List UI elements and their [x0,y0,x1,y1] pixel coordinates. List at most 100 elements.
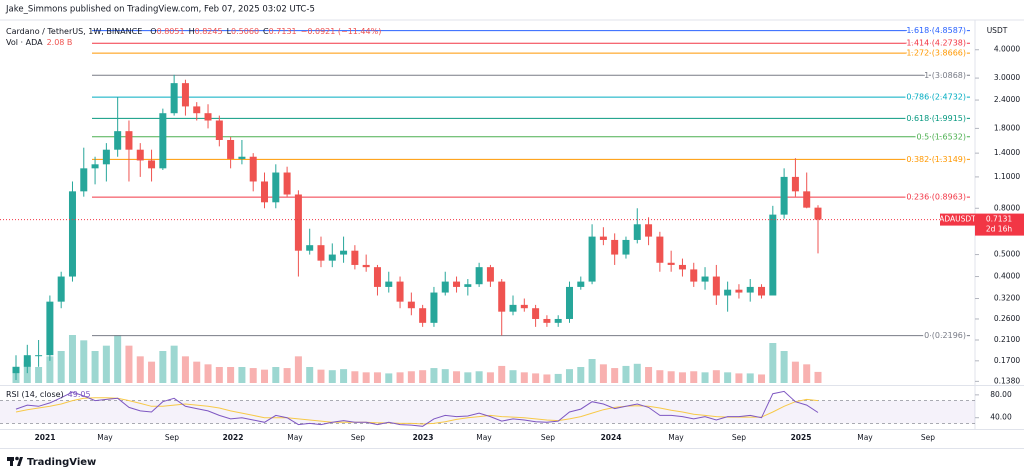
candle [464,279,472,296]
candle [396,276,404,309]
volume-bar [769,343,777,383]
volume-bar [486,372,494,383]
y-tick-label: 1.8000 [994,123,1020,132]
symbol-name: Cardano / TetherUS, 1W, BINANCE [6,27,142,36]
volume-bar [249,368,257,383]
candle [622,236,630,259]
x-tick-label: Sep [351,433,365,442]
candle-body [249,156,257,182]
candle [407,292,415,316]
candle [746,279,754,302]
x-tick-label: 2022 [223,433,244,442]
volume-bar [712,370,720,383]
candle [57,271,65,309]
fib-label: 0.236 (0.8963) [906,193,966,202]
candle-body [23,355,31,367]
candle-body [712,276,720,296]
volume-bar [306,367,314,383]
candle [80,147,88,197]
fib-label: 1.414 (4.2738) [906,39,966,48]
volume-bar [645,367,653,383]
candle-body [667,262,675,265]
candle [769,205,777,296]
candle [577,276,585,290]
candle [294,190,302,277]
fib-label: 0.382 (1.3149) [906,155,966,164]
volume-bar [159,351,167,383]
candle [803,172,811,209]
candle-body [362,264,370,268]
candle [656,231,664,272]
fib-label: 0.786 (2.4732) [906,93,966,102]
y-tick-label: 1.1000 [994,172,1020,181]
volume-bar [656,370,664,383]
x-tick-label: May [476,433,492,442]
candle-body [159,113,167,169]
price-tag-label: 0.7131 [986,215,1012,224]
volume-bar [419,370,427,383]
volume-bar [543,374,551,383]
candle [23,344,31,374]
candle [249,153,257,192]
volume-bar [633,363,641,383]
y-tick-label: 0.3200 [994,294,1020,303]
candle [667,250,675,272]
candle-body [204,113,212,121]
volume-bar [554,373,562,383]
candle [758,284,766,299]
candle-body [294,194,302,251]
candle [441,271,449,296]
candle-body [306,245,314,251]
candle-body [102,149,110,165]
volume-bar [91,351,99,383]
volume-bar [520,372,528,383]
volume-bar [780,351,788,383]
volume-bar [611,368,619,383]
candle-body [532,308,540,319]
candle [554,315,562,327]
volume-bar [577,367,585,383]
y-tick-label: 0.2600 [994,314,1020,323]
candle [238,139,246,165]
x-tick-label: May [287,433,303,442]
candle [814,205,822,254]
volume-bar [215,367,223,383]
rsi-last: 49.05 [68,390,91,399]
symbol-tag [940,213,975,226]
candle [181,79,189,116]
y-tick-label: 0.8000 [994,203,1020,212]
candle [91,156,99,185]
volume-bar [317,369,325,383]
candle-body [633,224,641,240]
volume-bar [758,374,766,383]
fib-label: 0 (0.2196) [924,331,966,340]
volume-bar [678,372,686,383]
volume-bar [701,372,709,383]
volume-bar [599,364,607,383]
volume-bar [294,356,302,383]
volume-bar [261,369,269,383]
candle-body [554,318,562,323]
fib-label: 1.272 (3.8666) [906,49,966,58]
volume-bar [588,359,596,383]
candle-body [622,239,630,255]
volume-bar [385,373,393,383]
candle [125,120,133,182]
y-tick-label: 1.4000 [994,148,1020,157]
countdown-label: 2d 16h [986,225,1012,234]
candle-body [35,355,43,357]
volume-bar [803,364,811,383]
volume-bar [114,335,122,383]
y-tick-label: 0.4000 [994,272,1020,281]
candle-body [328,254,336,261]
x-tick-label: 2023 [413,433,434,442]
candle-body [678,264,686,270]
candle [193,102,201,121]
candle-body [520,304,528,309]
legend-key: H [189,27,195,36]
y-tick-label: 0.1380 [994,376,1020,385]
footer-logo [7,456,23,466]
volume-legend: Vol · ADA 2.08 B [6,38,72,47]
candle-body [351,250,359,265]
volume-value: 2.08 B [47,38,73,47]
